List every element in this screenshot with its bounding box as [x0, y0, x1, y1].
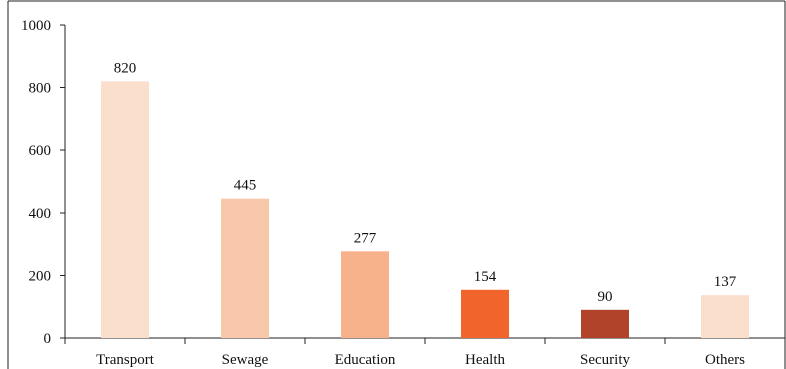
x-category-label-sewage: Sewage	[222, 352, 269, 368]
x-category-label-transport: Transport	[96, 352, 155, 368]
data-label-sewage: 445	[234, 178, 257, 194]
bars-group	[101, 81, 749, 338]
bar-others	[701, 295, 749, 338]
y-axis: 0 200 400 600 800 1000	[21, 18, 66, 347]
y-tick-label: 0	[44, 331, 52, 347]
bar-transport	[101, 81, 149, 338]
bar-sewage	[221, 198, 269, 338]
bar-education	[341, 251, 389, 338]
data-label-education: 277	[354, 230, 377, 246]
data-label-others: 137	[714, 274, 737, 290]
x-category-label-others: Others	[705, 352, 745, 368]
data-label-transport: 820	[114, 60, 137, 76]
x-axis	[64, 337, 786, 344]
y-tick-label: 200	[29, 268, 52, 284]
y-tick-label: 600	[29, 143, 52, 159]
x-category-label-education: Education	[335, 352, 396, 368]
bar-security	[581, 309, 629, 338]
y-tick-label: 800	[29, 81, 52, 97]
x-category-label-security: Security	[580, 352, 630, 368]
y-tick-label: 1000	[21, 18, 51, 34]
data-labels-group: 820 445 277 154 90 137	[114, 60, 737, 304]
y-tick-label: 400	[29, 206, 52, 222]
data-label-security: 90	[598, 289, 613, 305]
data-label-health: 154	[474, 269, 497, 285]
x-category-label-health: Health	[465, 352, 505, 368]
bar-health	[461, 289, 509, 338]
category-labels-group: Transport Sewage Education Health Security Ot…	[96, 352, 745, 368]
